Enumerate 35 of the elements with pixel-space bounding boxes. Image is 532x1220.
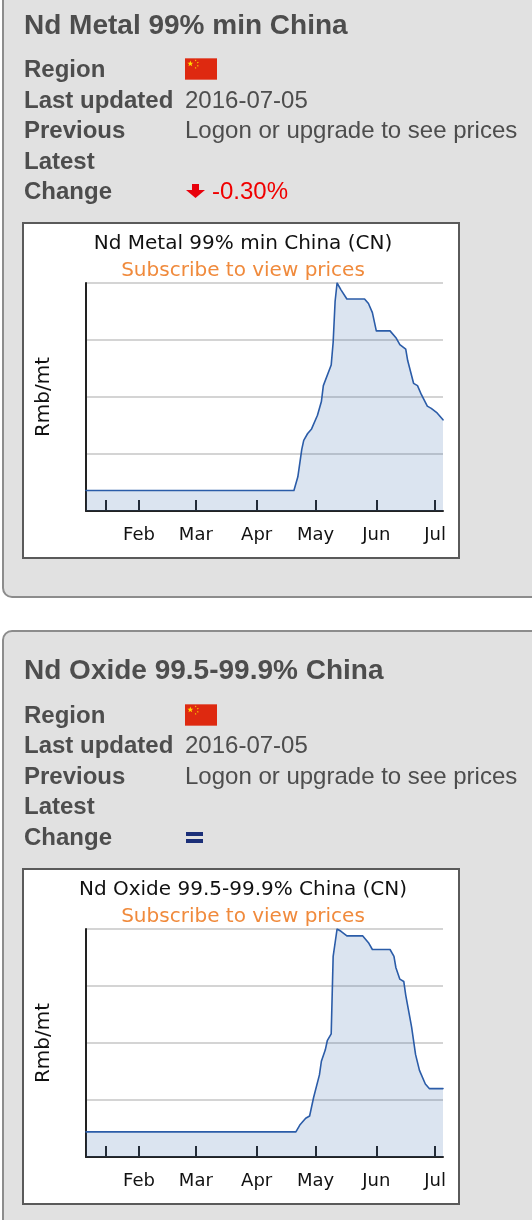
chart-subtitle: Subscribe to view prices (121, 257, 365, 281)
text: -0.30% (212, 176, 289, 206)
text: Change (24, 821, 113, 852)
chart-title: Nd Oxide 99.5-99.9% China (CN) (78, 875, 408, 900)
text: Last updated (24, 730, 174, 760)
text: Nd Oxide 99.5-99.9% China (24, 653, 384, 687)
x-tick-label: Feb (123, 1168, 155, 1189)
text: Nd Metal 99% min China (24, 7, 348, 42)
chart-title: Nd Metal 99% min China (CN) (93, 230, 393, 254)
chart-subtitle: Subscribe to view prices (121, 902, 365, 927)
text: Change (24, 176, 113, 206)
x-tick-label: May (296, 522, 335, 544)
text: Logon or upgrade to see prices (185, 115, 518, 145)
y-axis-title: Rmb/mt (30, 356, 54, 438)
x-tick-label: Feb (123, 522, 155, 544)
x-tick-label: Apr (241, 1168, 273, 1189)
text: Region (24, 54, 106, 84)
x-tick-label: Jul (423, 1168, 447, 1189)
x-tick-label: Jun (361, 1168, 391, 1189)
y-axis-title: Rmb/mt (30, 1002, 54, 1083)
text: Previous (24, 115, 126, 145)
text: 2016-07-05 (185, 84, 308, 115)
text: Logon or upgrade to see prices (185, 760, 518, 791)
text: Region (24, 699, 106, 730)
x-tick-label: Jul (423, 522, 447, 544)
text: Latest (24, 791, 95, 821)
x-tick-label: Mar (178, 522, 214, 544)
text: Previous (24, 760, 126, 791)
x-tick-label: Mar (178, 1168, 214, 1189)
text: 2016-07-05 (185, 730, 308, 760)
x-tick-label: Apr (241, 522, 273, 544)
text: Last updated (24, 84, 174, 115)
text: Latest (24, 145, 95, 176)
x-tick-label: May (296, 1168, 335, 1189)
x-tick-label: Jun (361, 522, 391, 544)
